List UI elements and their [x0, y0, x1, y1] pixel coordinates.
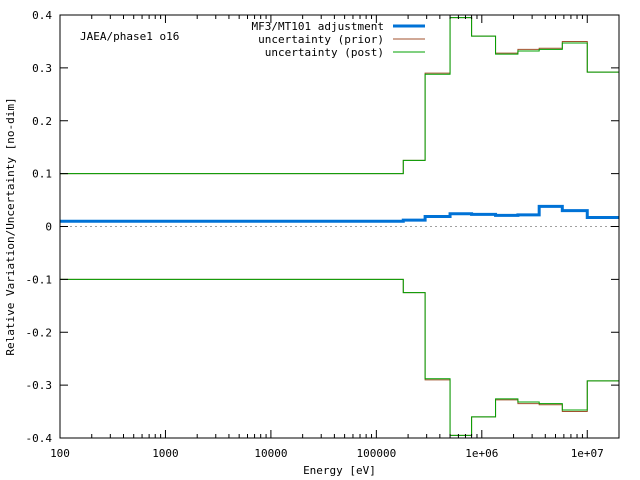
y-axis-ticks: -0.4 -0.3 -0.2 -0.1 0 0.1 0.2 0.3 0.4	[26, 9, 619, 445]
x-axis-ticks: 100 1000 10000 100000 1e+06 1e+07	[50, 15, 604, 460]
y-tick-label: -0.3	[26, 379, 53, 392]
y-tick-label: -0.4	[26, 432, 53, 445]
x-tick-label: 10000	[254, 447, 287, 460]
series-line-uncertainty-post-negative	[60, 278, 619, 436]
y-tick-label: 0	[45, 221, 52, 234]
x-tick-label: 1e+07	[571, 447, 604, 460]
y-tick-label: -0.1	[26, 273, 53, 286]
y-tick-label: 0.1	[32, 168, 52, 181]
series-line-uncertainty-prior-negative	[60, 278, 619, 436]
series-line-mf3-mt101-adjustment	[60, 204, 619, 223]
legend-label: uncertainty (post)	[265, 46, 384, 59]
y-tick-label: 0.4	[32, 9, 52, 22]
y-tick-label: -0.2	[26, 326, 53, 339]
x-axis-title: Energy [eV]	[303, 464, 376, 477]
legend-label: uncertainty (prior)	[258, 33, 384, 46]
chart-annotation: JAEA/phase1 o16	[80, 30, 179, 43]
y-tick-label: 0.2	[32, 115, 52, 128]
series-line-uncertainty-post	[60, 17, 619, 175]
series-layer	[60, 17, 619, 436]
x-tick-label: 100000	[356, 447, 396, 460]
x-tick-label: 1e+06	[465, 447, 498, 460]
y-tick-label: 0.3	[32, 62, 52, 75]
x-tick-label: 100	[50, 447, 70, 460]
legend-label: MF3/MT101 adjustment	[252, 20, 384, 33]
y-axis-title: Relative Variation/Uncertainty [no-dim]	[4, 97, 17, 355]
x-tick-label: 1000	[152, 447, 179, 460]
